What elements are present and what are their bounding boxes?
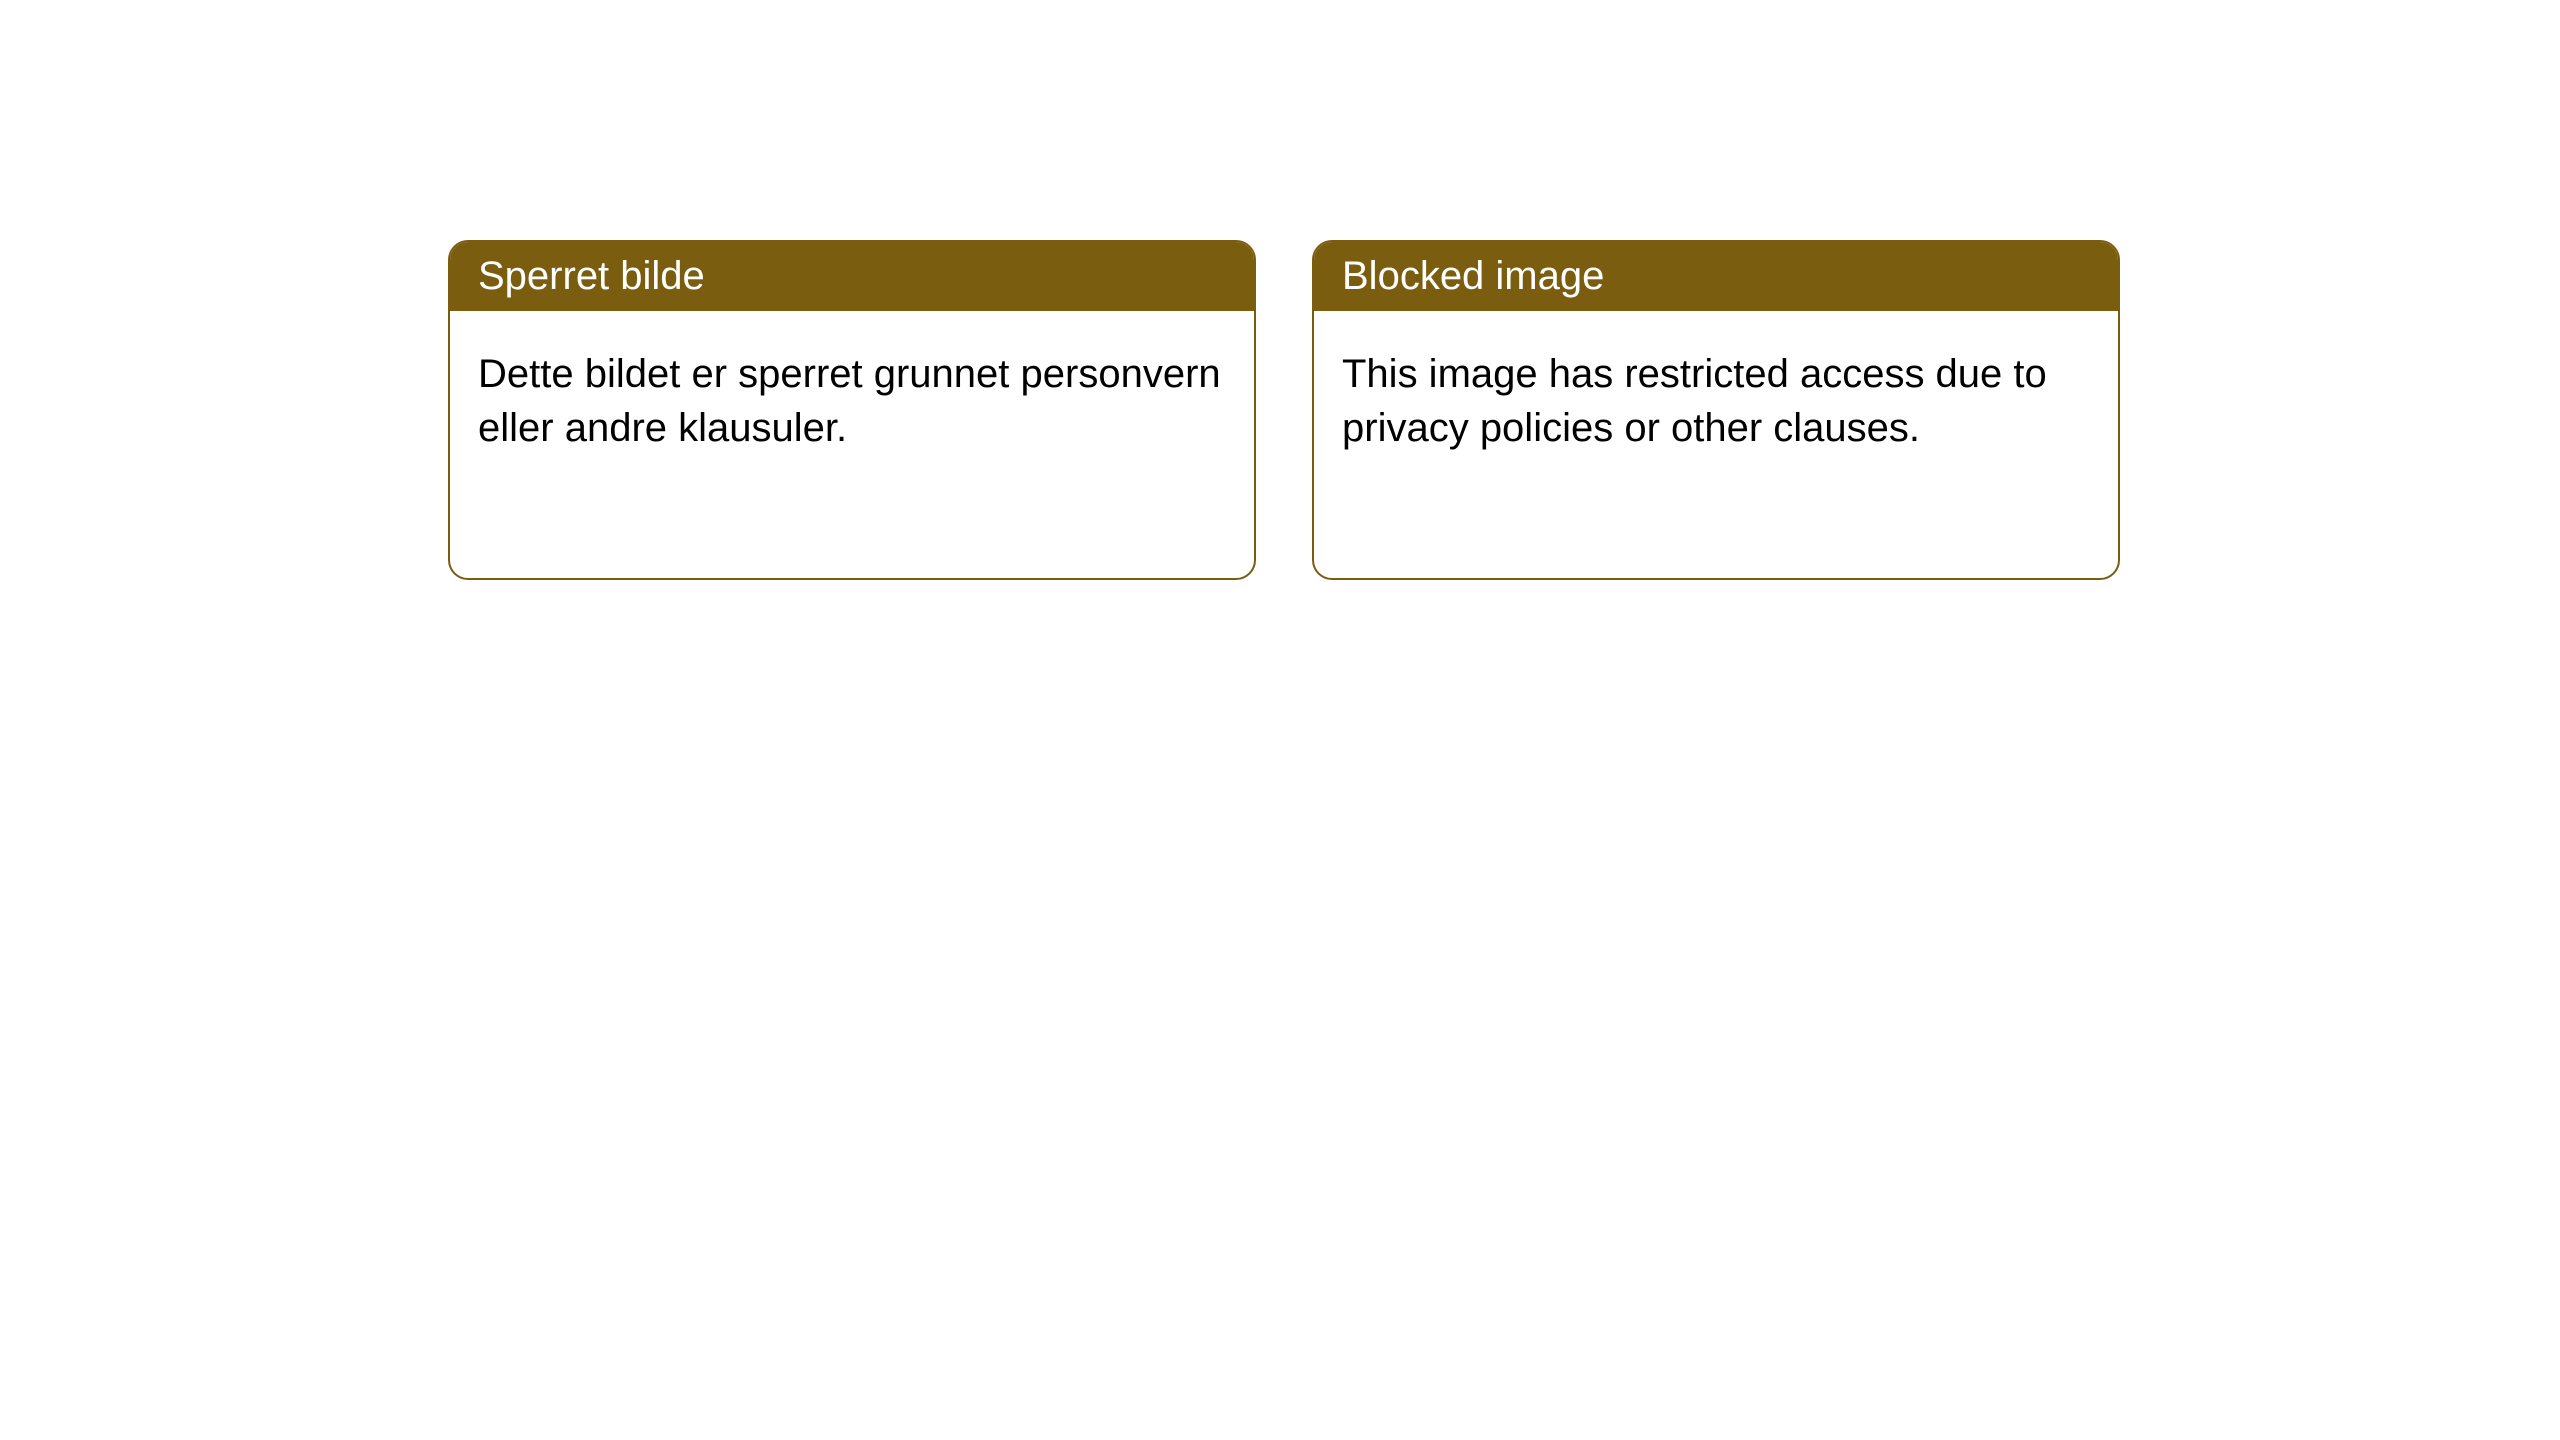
notice-card-title: Sperret bilde (450, 242, 1254, 311)
notice-card-norwegian: Sperret bilde Dette bildet er sperret gr… (448, 240, 1256, 580)
notice-card-body: Dette bildet er sperret grunnet personve… (450, 311, 1254, 491)
notice-card-body: This image has restricted access due to … (1314, 311, 2118, 491)
notice-cards-container: Sperret bilde Dette bildet er sperret gr… (448, 240, 2120, 580)
notice-card-english: Blocked image This image has restricted … (1312, 240, 2120, 580)
notice-card-title: Blocked image (1314, 242, 2118, 311)
